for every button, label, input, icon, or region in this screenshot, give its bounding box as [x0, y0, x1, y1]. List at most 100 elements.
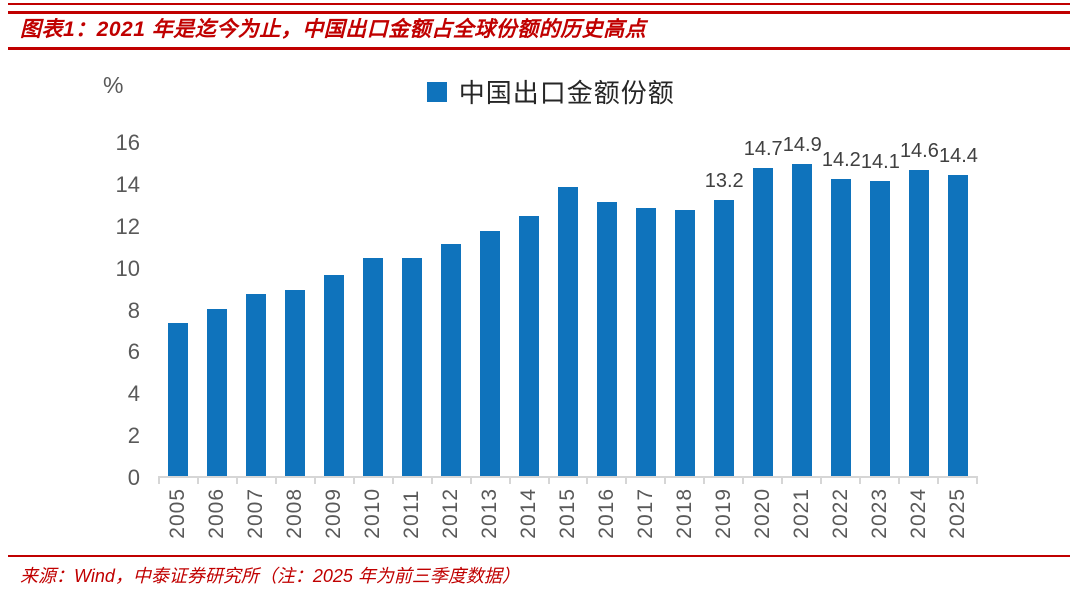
bar-2022 [831, 178, 852, 476]
x-axis-tick-marks [158, 476, 978, 484]
x-tick-label-text: 2011 [399, 489, 423, 539]
y-tick-label-14: 14 [115, 171, 140, 197]
x-axis-tick [742, 476, 781, 484]
data-label-2019: 13.2 [704, 169, 744, 192]
x-tick-label-text: 2012 [438, 488, 462, 539]
header-rule-top [8, 3, 1070, 5]
bar-2021 [792, 164, 813, 476]
bar-column-2013 [470, 143, 509, 476]
x-axis-tick [859, 476, 898, 484]
x-tick-label-2018: 2018 [666, 488, 705, 539]
x-tick-label-2005: 2005 [158, 488, 197, 539]
x-tick-label-2025: 2025 [939, 488, 978, 539]
x-axis-tick [235, 476, 275, 484]
bar-2020 [753, 168, 774, 476]
x-axis-tick [352, 476, 392, 484]
bar-2023 [870, 180, 891, 476]
bar-2015 [557, 187, 578, 476]
x-axis-tick [664, 476, 703, 484]
x-tick-label-text: 2019 [712, 488, 736, 539]
bar-2011 [401, 258, 422, 476]
x-tick-label-2016: 2016 [588, 488, 627, 539]
x-axis-tick [274, 476, 314, 484]
x-tick-label-text: 2020 [751, 488, 775, 539]
bar-column-2015 [548, 143, 587, 476]
x-tick-label-text: 2021 [790, 488, 814, 539]
y-tick-label-8: 8 [127, 297, 140, 323]
bar-column-2024: 14.6 [899, 140, 939, 476]
bar-column-2008 [275, 143, 314, 476]
x-tick-label-text: 2025 [946, 488, 970, 539]
x-tick-label-text: 2006 [204, 488, 228, 539]
x-tick-label-2021: 2021 [783, 488, 822, 539]
y-tick-label-4: 4 [127, 381, 140, 407]
bar-2014 [518, 216, 539, 476]
bar-column-2006 [197, 143, 236, 476]
x-axis-tick [469, 476, 509, 484]
bar-column-2011 [392, 143, 431, 476]
x-axis-tick [703, 476, 742, 484]
x-tick-label-text: 2022 [829, 488, 853, 539]
x-tick-label-2019: 2019 [705, 488, 744, 539]
bar-column-2007 [236, 143, 275, 476]
data-label-2021: 14.9 [782, 134, 822, 157]
bar-column-2022: 14.2 [822, 143, 861, 476]
chart-legend: 中国出口金额份额 [426, 73, 675, 110]
bar-2017 [636, 208, 657, 476]
legend-marker-icon [426, 81, 447, 102]
x-axis-tick [196, 476, 236, 484]
x-tick-label-text: 2009 [321, 488, 345, 539]
x-axis-tick [625, 476, 664, 484]
x-tick-label-2015: 2015 [548, 488, 587, 539]
x-axis-tick [937, 476, 976, 484]
bar-column-2025: 14.4 [939, 143, 978, 476]
bar-column-2021: 14.9 [783, 134, 822, 476]
x-tick-label-text: 2007 [243, 488, 267, 539]
bar-column-2017 [627, 143, 666, 476]
x-tick-label-2017: 2017 [627, 488, 666, 539]
x-tick-label-2022: 2022 [822, 488, 861, 539]
bar-2009 [323, 275, 344, 476]
bar-2013 [479, 231, 500, 476]
bar-2024 [909, 170, 930, 476]
bar-column-2009 [314, 143, 353, 476]
x-axis-tick [158, 476, 197, 484]
x-axis-labels: 2005 2006 2007 2008 2009 2010 2011 2012 2013 2014… [158, 488, 978, 539]
x-tick-label-2012: 2012 [431, 488, 470, 539]
bar-2007 [245, 293, 266, 476]
bar-column-2020: 14.7 [744, 138, 783, 476]
title-underline-rule [8, 47, 1070, 50]
x-tick-label-text: 2008 [282, 488, 306, 539]
x-tick-label-text: 2010 [360, 488, 384, 539]
footer-rule [8, 555, 1070, 557]
bar-column-2023: 14.1 [861, 143, 900, 476]
source-note: 来源：Wind，中泰证券研究所（注：2025 年为前三季度数据） [20, 566, 520, 586]
bar-2025 [948, 174, 969, 476]
x-tick-label-2007: 2007 [236, 488, 275, 539]
x-tick-label-text: 2005 [165, 488, 189, 539]
bar-2012 [440, 243, 461, 476]
y-tick-label-6: 6 [127, 339, 140, 365]
data-label-2022: 14.2 [821, 148, 861, 171]
x-axis-tick [547, 476, 587, 484]
x-tick-label-2023: 2023 [861, 488, 900, 539]
y-tick-label-16: 16 [115, 130, 140, 155]
y-axis-unit-label: % [103, 72, 124, 98]
bar-2016 [597, 201, 618, 476]
x-tick-label-2010: 2010 [353, 488, 392, 539]
data-label-2024: 14.6 [899, 140, 939, 163]
x-tick-label-2008: 2008 [275, 488, 314, 539]
x-tick-label-text: 2013 [477, 488, 501, 539]
header-rule-second [8, 11, 1070, 14]
bar-column-2019: 13.2 [705, 143, 744, 476]
x-axis-tick [820, 476, 859, 484]
x-tick-label-text: 2017 [634, 488, 658, 539]
bar-column-2010 [353, 143, 392, 476]
data-label-2023: 14.1 [860, 150, 900, 173]
bar-column-2016 [588, 143, 627, 476]
x-axis-tick [781, 476, 820, 484]
y-tick-label-12: 12 [115, 213, 140, 239]
data-label-2020: 14.7 [743, 138, 783, 161]
bar-column-2018 [666, 143, 705, 476]
x-tick-label-2020: 2020 [744, 488, 783, 539]
